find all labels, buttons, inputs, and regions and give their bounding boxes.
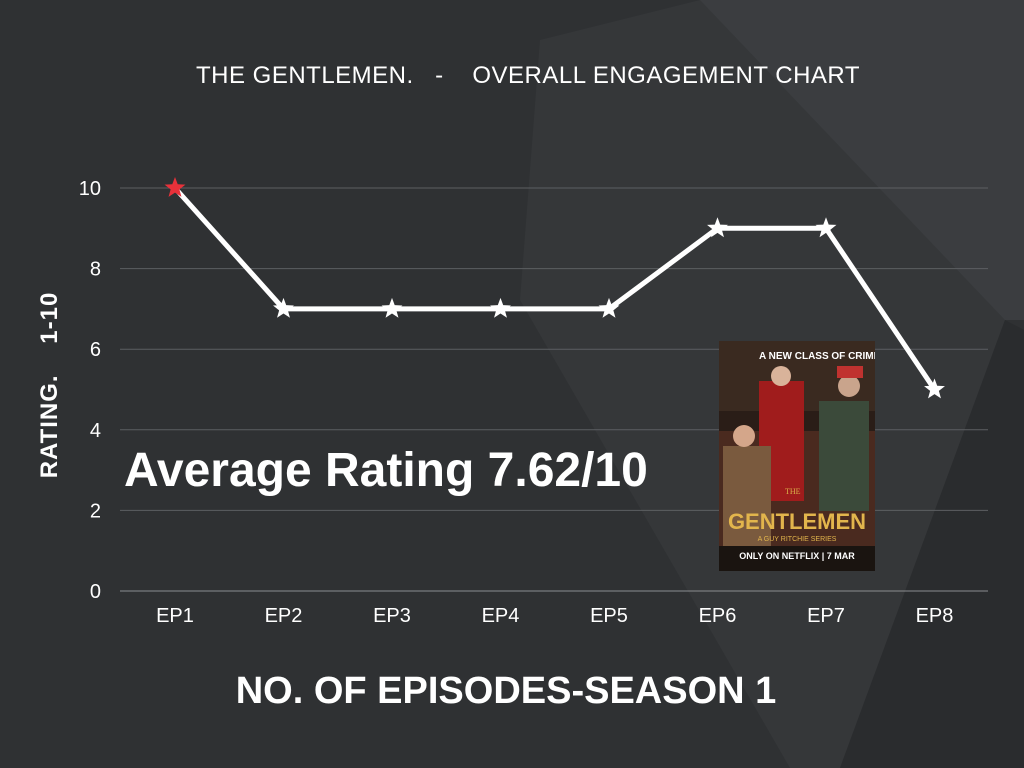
poster-tagline: A NEW CLASS OF CRIMINAL [759, 351, 875, 362]
y-tick-label: 6 [90, 339, 101, 361]
data-point-ep4 [490, 297, 511, 318]
x-tick-label-ep7: EP7 [807, 605, 845, 627]
x-tick-label-ep2: EP2 [265, 605, 303, 627]
x-tick-label-ep3: EP3 [373, 605, 411, 627]
data-point-ep1 [164, 177, 186, 197]
y-tick-label: 10 [79, 178, 101, 200]
average-rating-label: Average Rating 7.62/10 [124, 444, 648, 497]
data-point-ep8 [924, 378, 945, 399]
poster-release: ONLY ON NETFLIX | 7 MAR [739, 551, 855, 561]
data-point-ep5 [598, 297, 620, 318]
x-tick-label-ep1: EP1 [156, 605, 194, 627]
x-tick-label-ep8: EP8 [916, 605, 954, 627]
poster-article: THE [785, 487, 801, 496]
data-point-ep2 [273, 297, 294, 318]
y-tick-label: 2 [90, 500, 101, 522]
y-tick-label: 8 [90, 259, 101, 281]
data-markers [164, 177, 945, 399]
x-tick-label-ep6: EP6 [699, 605, 737, 627]
data-point-ep3 [381, 297, 403, 318]
poster-subtitle: A GUY RITCHIE SERIES [758, 536, 837, 543]
data-point-ep6 [707, 217, 728, 238]
chart-title: THE GENTLEMEN. - OVERALL ENGAGEMENT CHAR… [195, 62, 860, 89]
data-point-ep7 [815, 217, 837, 238]
x-axis-title: NO. OF EPISODES-SEASON 1 [235, 670, 777, 712]
y-tick-label: 0 [90, 581, 101, 603]
poster-brand: GENTLEMEN [728, 509, 866, 534]
show-poster: A NEW CLASS OF CRIMINAL THE GENTLEMEN A … [719, 341, 875, 571]
y-tick-label: 4 [90, 420, 101, 442]
y-axis-title: RATING. 1-10 [36, 291, 63, 479]
x-axis-ticks: EP1 EP2 EP3 EP4 EP5 EP6 EP7 EP8 [156, 605, 953, 627]
x-tick-label-ep4: EP4 [482, 605, 520, 627]
y-axis-ticks: 0 2 4 6 8 10 [79, 178, 101, 603]
x-tick-label-ep5: EP5 [590, 605, 628, 627]
series-line [173, 186, 937, 391]
